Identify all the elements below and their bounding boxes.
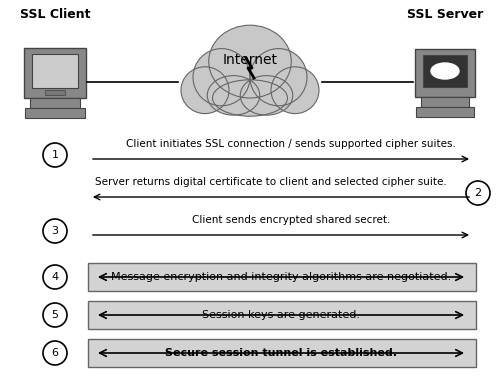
FancyBboxPatch shape [30, 98, 80, 108]
Circle shape [43, 219, 67, 243]
Text: Server returns digital certificate to client and selected cipher suite.: Server returns digital certificate to cl… [95, 177, 447, 187]
FancyBboxPatch shape [416, 107, 474, 117]
Ellipse shape [193, 49, 250, 106]
Ellipse shape [212, 80, 288, 116]
Ellipse shape [250, 49, 307, 106]
Ellipse shape [209, 25, 291, 98]
FancyBboxPatch shape [24, 48, 86, 98]
FancyBboxPatch shape [421, 97, 469, 107]
Ellipse shape [271, 67, 319, 114]
FancyBboxPatch shape [88, 263, 476, 291]
Text: Secure session tunnel is established.: Secure session tunnel is established. [165, 348, 397, 358]
Text: Client initiates SSL connection / sends supported cipher suites.: Client initiates SSL connection / sends … [126, 139, 456, 149]
FancyBboxPatch shape [32, 54, 78, 88]
Text: SSL Server: SSL Server [407, 8, 483, 21]
FancyBboxPatch shape [88, 301, 476, 329]
FancyBboxPatch shape [423, 55, 467, 87]
Circle shape [43, 341, 67, 365]
Text: SSL Client: SSL Client [20, 8, 90, 21]
Text: 4: 4 [52, 272, 59, 282]
Circle shape [43, 143, 67, 167]
Text: 2: 2 [474, 188, 482, 198]
Text: Message encryption and integrity algorithms are negotiated.: Message encryption and integrity algorit… [111, 272, 451, 282]
Circle shape [43, 265, 67, 289]
FancyBboxPatch shape [25, 108, 85, 118]
Text: Session keys are generated.: Session keys are generated. [202, 310, 360, 320]
Text: 1: 1 [52, 150, 59, 160]
Ellipse shape [240, 75, 293, 115]
Circle shape [466, 181, 490, 205]
FancyBboxPatch shape [45, 90, 65, 95]
Circle shape [43, 303, 67, 327]
Text: Internet: Internet [222, 53, 278, 67]
Text: 5: 5 [52, 310, 59, 320]
Text: 3: 3 [52, 226, 59, 236]
Text: 6: 6 [52, 348, 59, 358]
Ellipse shape [181, 67, 229, 114]
Ellipse shape [431, 63, 459, 79]
Text: Client sends encrypted shared secret.: Client sends encrypted shared secret. [192, 215, 390, 225]
Ellipse shape [208, 75, 260, 115]
FancyBboxPatch shape [415, 49, 475, 97]
FancyBboxPatch shape [88, 339, 476, 367]
